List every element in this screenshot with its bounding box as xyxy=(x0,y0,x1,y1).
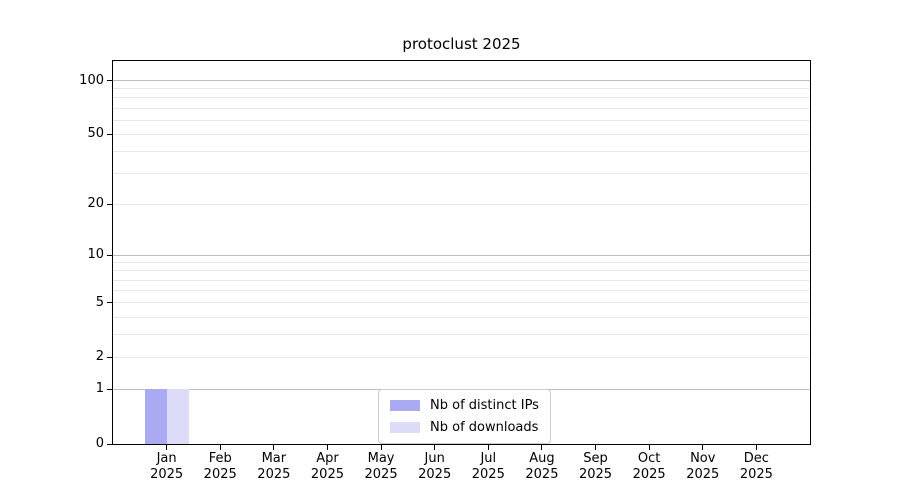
x-tick xyxy=(487,444,489,450)
x-tick xyxy=(648,444,650,450)
legend-label: Nb of distinct IPs xyxy=(430,398,539,413)
legend-swatch-downloads xyxy=(390,422,420,433)
gridline-major xyxy=(113,254,810,256)
x-tick xyxy=(380,444,382,450)
x-tick-label: Oct 2025 xyxy=(614,451,684,483)
x-tick xyxy=(595,444,597,450)
x-tick-month: Mar xyxy=(261,451,287,466)
x-tick-month: Oct xyxy=(637,451,661,466)
y-tick xyxy=(107,443,113,445)
x-tick xyxy=(273,444,275,450)
y-tick-label: 10 xyxy=(87,247,104,263)
x-tick-year: 2025 xyxy=(471,467,505,482)
x-tick-label: Jan 2025 xyxy=(132,451,202,483)
x-tick-month: Nov xyxy=(690,451,716,466)
gridline-major xyxy=(113,80,810,82)
x-tick-year: 2025 xyxy=(686,467,720,482)
x-tick-label: Mar 2025 xyxy=(239,451,309,483)
gridline-major xyxy=(113,133,810,135)
x-tick-label: Aug 2025 xyxy=(507,451,577,483)
x-tick xyxy=(166,444,168,450)
gridline-minor xyxy=(113,88,810,90)
y-tick-label: 50 xyxy=(87,126,104,142)
legend-swatch-distinct-ips xyxy=(390,400,420,411)
x-tick xyxy=(326,444,328,450)
y-tick xyxy=(107,302,113,304)
y-tick xyxy=(107,203,113,205)
chart-title: protoclust 2025 xyxy=(402,35,521,53)
x-tick-month: May xyxy=(367,451,395,466)
x-tick-label: Sep 2025 xyxy=(561,451,631,483)
legend-label: Nb of downloads xyxy=(430,420,539,435)
x-tick xyxy=(702,444,704,450)
x-tick-month: Jun xyxy=(424,451,445,466)
x-tick-year: 2025 xyxy=(257,467,291,482)
y-tick xyxy=(107,80,113,82)
x-tick-year: 2025 xyxy=(203,467,237,482)
y-tick-label: 2 xyxy=(95,349,104,365)
x-tick-month: Jul xyxy=(480,451,497,466)
y-tick-label: 1 xyxy=(95,381,104,397)
legend: Nb of distinct IPs Nb of downloads xyxy=(378,389,551,444)
y-tick xyxy=(107,254,113,256)
x-tick xyxy=(219,444,221,450)
y-tick xyxy=(107,356,113,358)
x-tick-year: 2025 xyxy=(632,467,666,482)
x-tick-label: Feb 2025 xyxy=(185,451,255,483)
x-tick-year: 2025 xyxy=(578,467,613,482)
x-tick-year: 2025 xyxy=(739,467,773,482)
y-tick xyxy=(107,133,113,135)
gridline-minor xyxy=(113,279,810,281)
y-tick xyxy=(107,388,113,390)
gridline-minor xyxy=(113,173,810,175)
gridline-minor xyxy=(113,151,810,153)
gridline-minor xyxy=(113,270,810,272)
gridline-minor xyxy=(113,97,810,99)
x-tick xyxy=(755,444,757,450)
y-tick-label: 20 xyxy=(87,196,104,212)
gridline-major xyxy=(113,203,810,205)
gridline-minor xyxy=(113,262,810,264)
y-tick-label: 0 xyxy=(95,436,104,451)
x-tick xyxy=(541,444,543,450)
x-tick-label: Jul 2025 xyxy=(453,451,523,483)
legend-item: Nb of distinct IPs xyxy=(390,397,539,414)
gridline-minor xyxy=(113,316,810,318)
x-tick-month: Sep xyxy=(583,451,608,466)
x-tick-label: Nov 2025 xyxy=(668,451,738,483)
x-tick-label: May 2025 xyxy=(346,451,416,483)
x-tick-month: Apr xyxy=(316,451,339,466)
x-tick-month: Aug xyxy=(529,451,555,466)
gridline-minor xyxy=(113,334,810,336)
x-tick-year: 2025 xyxy=(418,467,452,482)
y-tick-label: 100 xyxy=(79,72,104,88)
x-tick-label: Apr 2025 xyxy=(292,451,362,483)
legend-item: Nb of downloads xyxy=(390,419,539,436)
x-tick xyxy=(434,444,436,450)
gridline-minor xyxy=(113,119,810,121)
gridline-minor xyxy=(113,107,810,109)
y-tick-label: 5 xyxy=(95,294,104,310)
x-tick-month: Jan xyxy=(156,451,177,466)
x-tick-year: 2025 xyxy=(150,467,184,482)
x-tick-month: Feb xyxy=(208,451,232,466)
gridline-minor xyxy=(113,290,810,292)
x-tick-year: 2025 xyxy=(525,467,559,482)
bar-distinct-ips xyxy=(144,389,167,444)
x-tick-label: Jun 2025 xyxy=(400,451,470,483)
x-tick-year: 2025 xyxy=(310,467,344,482)
gridline-major xyxy=(113,302,810,304)
x-tick-month: Dec xyxy=(743,451,769,466)
plot-area: Nb of distinct IPs Nb of downloads 0 1 2 5 1… xyxy=(79,60,811,482)
x-tick-year: 2025 xyxy=(364,467,398,482)
x-tick-label: Dec 2025 xyxy=(721,451,791,483)
gridline-major xyxy=(113,356,810,358)
bar-downloads xyxy=(166,389,189,444)
